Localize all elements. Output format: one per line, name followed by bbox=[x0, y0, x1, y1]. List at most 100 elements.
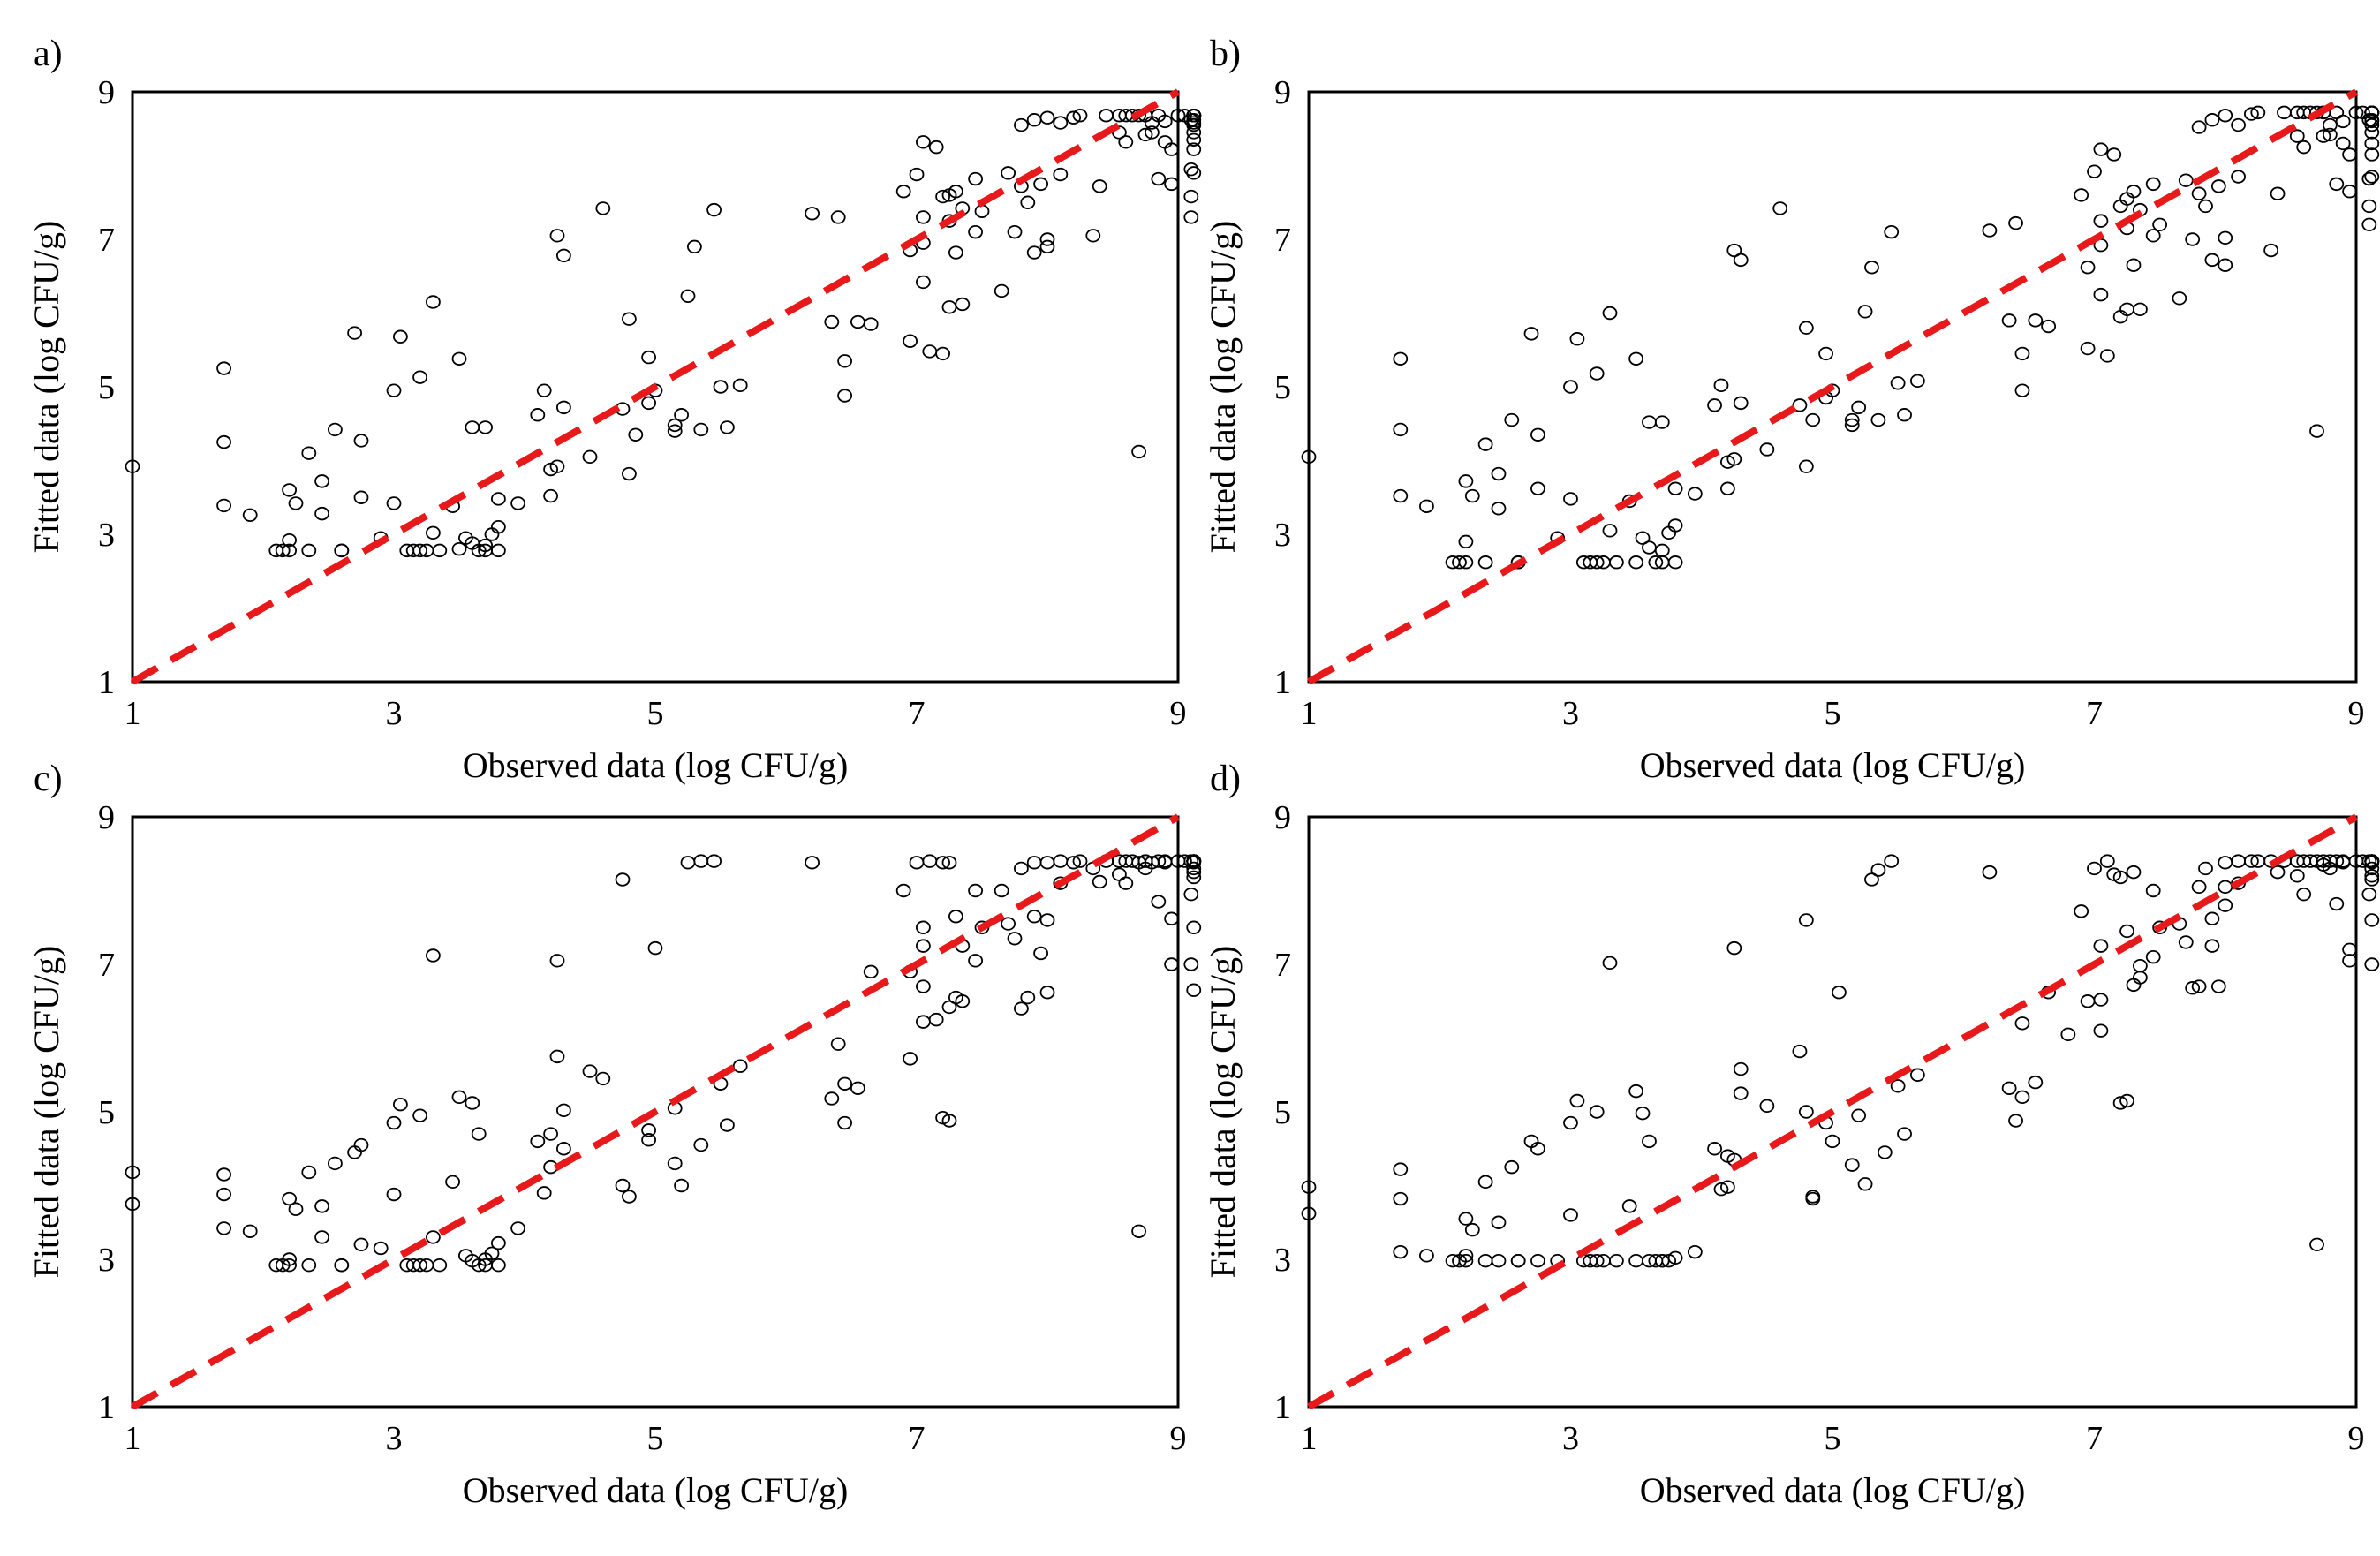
data-point bbox=[615, 1178, 631, 1193]
data-point bbox=[1667, 518, 1683, 533]
data-point bbox=[1707, 1142, 1722, 1156]
data-point bbox=[1642, 1134, 1657, 1149]
data-point bbox=[1393, 422, 1409, 437]
data-point bbox=[1818, 346, 1833, 361]
data-point bbox=[1608, 1253, 1624, 1268]
x-tick-label: 7 bbox=[909, 695, 926, 732]
data-point bbox=[1053, 167, 1069, 182]
data-point bbox=[301, 1258, 317, 1273]
data-point bbox=[667, 1156, 683, 1171]
data-point bbox=[491, 1235, 506, 1250]
data-point bbox=[720, 1118, 735, 1132]
data-point bbox=[2112, 1096, 2128, 1110]
data-point bbox=[1039, 856, 1055, 870]
data-point bbox=[282, 533, 298, 548]
data-point bbox=[2342, 942, 2357, 957]
data-point bbox=[837, 1076, 852, 1091]
data-point bbox=[2093, 1023, 2109, 1038]
data-point bbox=[1772, 201, 1788, 215]
data-point bbox=[1897, 1127, 1912, 1141]
data-point bbox=[922, 854, 938, 868]
data-point bbox=[1642, 415, 1657, 429]
panel-label: b) bbox=[1210, 34, 1241, 74]
x-tick-label: 5 bbox=[1825, 1420, 1841, 1457]
data-point bbox=[1014, 861, 1029, 876]
data-point bbox=[125, 1165, 140, 1180]
panel-label: c) bbox=[34, 759, 63, 799]
data-point bbox=[903, 334, 918, 348]
data-point bbox=[1026, 910, 1042, 924]
data-point bbox=[2112, 870, 2128, 885]
data-point bbox=[2218, 856, 2233, 870]
y-tick-label: 1 bbox=[1274, 664, 1291, 701]
data-point bbox=[1563, 492, 1578, 506]
data-point bbox=[288, 496, 304, 510]
data-point bbox=[928, 140, 944, 155]
data-point bbox=[1504, 412, 1520, 427]
data-point bbox=[1131, 444, 1146, 459]
data-point bbox=[2191, 120, 2207, 134]
data-point bbox=[301, 1165, 317, 1180]
data-point bbox=[353, 1237, 369, 1252]
data-point bbox=[412, 370, 428, 384]
data-point bbox=[1092, 179, 1107, 193]
data-point bbox=[994, 883, 1009, 898]
y-tick-label: 5 bbox=[1274, 1094, 1291, 1131]
data-point bbox=[1053, 854, 1069, 868]
data-point bbox=[1491, 466, 1507, 481]
data-point bbox=[941, 856, 957, 870]
data-point bbox=[1733, 396, 1749, 411]
data-point bbox=[2289, 869, 2305, 883]
data-point bbox=[2191, 979, 2207, 993]
data-point bbox=[2074, 904, 2089, 918]
data-point bbox=[314, 1199, 330, 1213]
y-axis-label: Fitted data (log CFU/g) bbox=[1203, 946, 1243, 1279]
data-point bbox=[1798, 1105, 1814, 1119]
data-point bbox=[1982, 223, 1998, 238]
data-point bbox=[1608, 555, 1624, 570]
data-point bbox=[2231, 854, 2246, 868]
y-tick-label: 5 bbox=[98, 1094, 115, 1131]
data-point bbox=[948, 185, 963, 199]
data-point bbox=[451, 351, 467, 366]
data-point bbox=[994, 283, 1009, 298]
data-point bbox=[1628, 351, 1644, 366]
data-point bbox=[1157, 114, 1173, 129]
data-point bbox=[968, 171, 983, 186]
x-tick-label: 1 bbox=[1301, 1420, 1318, 1457]
data-point bbox=[543, 488, 558, 503]
data-point bbox=[2093, 939, 2109, 953]
data-point bbox=[242, 508, 258, 522]
data-point bbox=[1890, 1079, 1906, 1093]
data-point bbox=[2231, 170, 2246, 184]
data-point bbox=[465, 1096, 480, 1110]
y-axis-label: Fitted data (log CFU/g) bbox=[26, 221, 66, 554]
data-point bbox=[2329, 177, 2345, 192]
y-tick-label: 9 bbox=[98, 799, 115, 836]
data-point bbox=[1798, 459, 1814, 473]
data-point bbox=[1186, 983, 1202, 997]
x-tick-label: 7 bbox=[2086, 695, 2103, 732]
data-point bbox=[2309, 1237, 2324, 1252]
data-point bbox=[2145, 177, 2161, 192]
data-point bbox=[1458, 474, 1474, 488]
data-point bbox=[1720, 1180, 1735, 1194]
data-point bbox=[491, 492, 506, 506]
data-point bbox=[1504, 1159, 1520, 1175]
y-tick-label: 1 bbox=[1274, 1389, 1291, 1426]
data-point bbox=[1602, 956, 1618, 971]
x-tick-label: 5 bbox=[647, 1420, 664, 1457]
data-point bbox=[1072, 854, 1088, 868]
data-point bbox=[2218, 109, 2233, 123]
data-point bbox=[1832, 986, 1847, 1000]
data-point bbox=[641, 1133, 656, 1147]
data-point bbox=[2191, 186, 2207, 200]
data-point bbox=[1909, 1068, 1925, 1082]
data-point bbox=[2001, 1081, 2017, 1095]
data-point bbox=[1183, 210, 1199, 224]
data-point bbox=[2172, 291, 2187, 306]
data-point bbox=[830, 210, 846, 224]
data-point bbox=[1186, 861, 1202, 876]
data-point bbox=[1563, 1115, 1578, 1130]
data-point bbox=[1491, 1215, 1507, 1229]
